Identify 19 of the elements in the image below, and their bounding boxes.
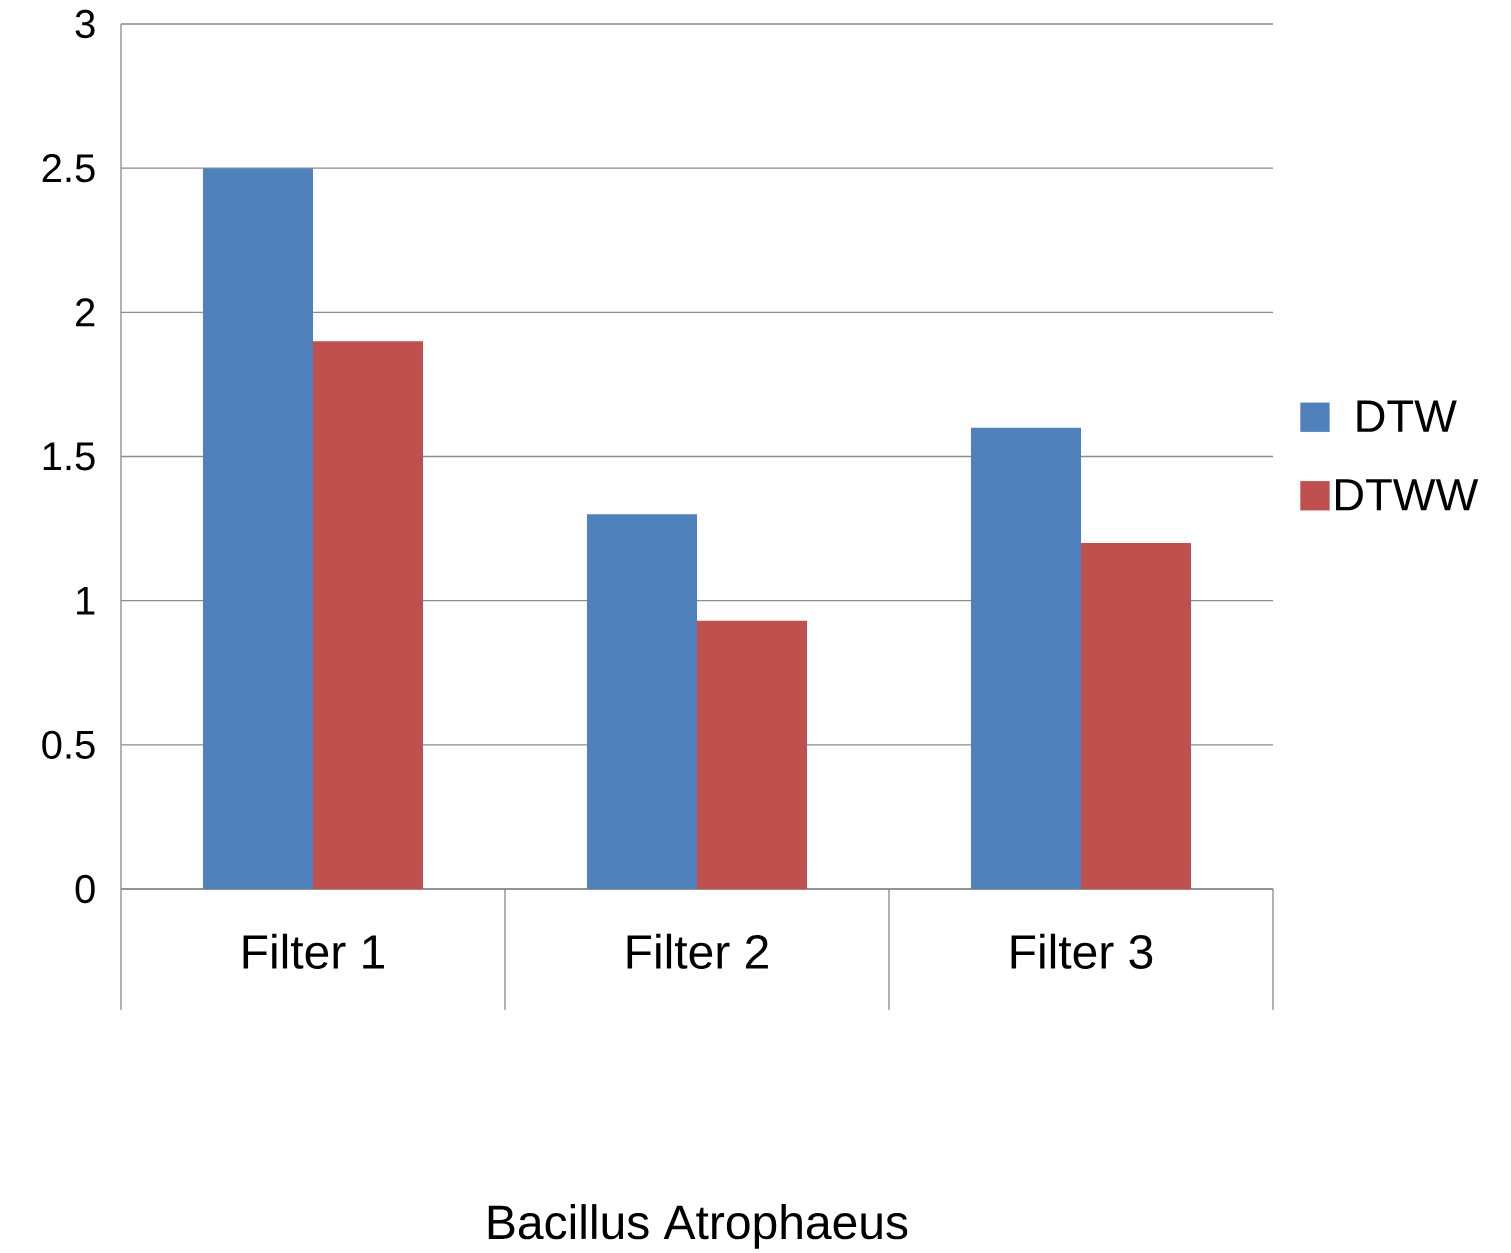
y-tick-label: 2 — [76, 298, 95, 327]
legend-label: DTWW — [1336, 479, 1479, 511]
bar — [313, 341, 424, 889]
x-tick-label: Filter 3 — [1011, 933, 1153, 969]
bar — [202, 168, 314, 889]
bar — [586, 514, 697, 889]
bar — [970, 427, 1082, 889]
bar — [697, 620, 808, 889]
y-tick-label: 1 — [77, 586, 95, 615]
y-tick-label: 3 — [75, 9, 95, 39]
y-tick-label: 0.5 — [42, 730, 95, 759]
x-tick-label: Filter 1 — [243, 933, 384, 969]
bar — [1081, 542, 1192, 889]
y-tick-label: 0 — [75, 874, 95, 904]
legend-label: DTW — [1357, 400, 1457, 432]
x-axis-title: Bacillus Atrophaeus — [488, 1203, 908, 1249]
x-tick-label: Filter 2 — [627, 933, 768, 969]
y-tick-label: 1.5 — [43, 442, 95, 471]
y-tick-label: 2.5 — [42, 153, 95, 183]
